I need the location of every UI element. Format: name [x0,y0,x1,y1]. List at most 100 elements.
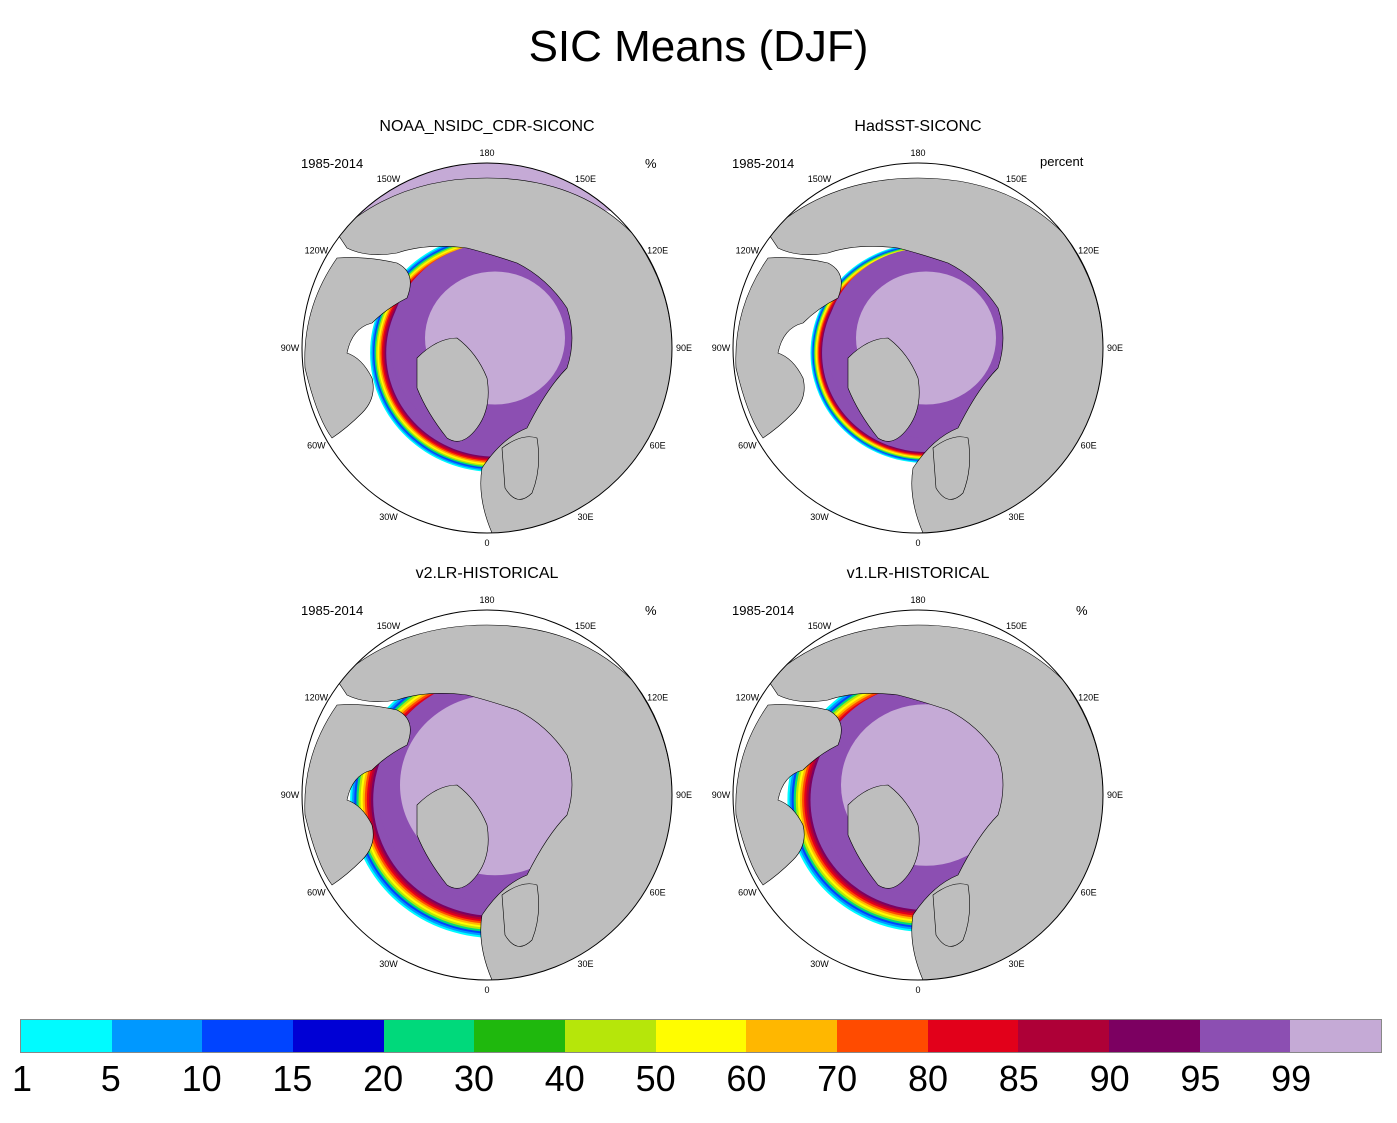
colorbar-swatch [383,1020,475,1052]
land-mass [767,624,1103,980]
land-mass [501,436,539,500]
longitude-label: 150W [377,174,401,184]
land-mass [847,784,920,889]
colorbar-swatch [1109,1020,1200,1052]
units-label: % [645,156,657,171]
longitude-label: 60W [307,441,326,451]
panel-title: HadSST-SICONC [854,118,982,135]
colorbar-tick-label: 1 [11,1058,33,1099]
main-title: SIC Means (DJF) [528,22,869,71]
panel-title: v1.LR-HISTORICAL [846,565,990,582]
colorbar-swatch [474,1020,566,1052]
units-label: % [1076,603,1088,618]
longitude-label: 120W [305,693,329,703]
longitude-label: 90W [281,343,300,353]
colorbar-tick-label: 5 [100,1058,121,1099]
land-mass [735,257,842,439]
longitude-label: 90W [281,790,300,800]
land-mass [416,337,489,442]
longitude-label: 180 [479,148,494,158]
colorbar-swatch [1199,1020,1291,1052]
land-mass [304,257,411,439]
longitude-label: 60E [1081,441,1097,451]
colorbar-swatch [927,1020,1019,1052]
land-mass [336,624,672,980]
colorbar-swatch [21,1020,112,1052]
longitude-label: 0 [484,985,489,995]
longitude-label: 150E [1006,174,1027,184]
longitude-label: 60E [1081,888,1097,898]
colorbar-tick-label: 50 [635,1058,676,1099]
longitude-label: 90E [676,343,692,353]
longitude-label: 60W [307,888,326,898]
land-mass [735,704,842,886]
panel-title: NOAA_NSIDC_CDR-SICONC [379,118,595,135]
longitude-label: 120W [305,246,329,256]
units-label: percent [1040,154,1084,169]
longitude-label: 120E [647,693,668,703]
longitude-label: 60W [738,888,757,898]
colorbar-tick-label: 80 [907,1058,949,1099]
colorbar-tick-label: 30 [453,1058,495,1099]
colorbar-tick-label: 85 [998,1058,1039,1099]
period-label: 1985-2014 [732,156,795,171]
map-boundary [732,609,1104,981]
colorbar-swatch [202,1020,294,1052]
polar-map: 180 150E 120E 90E 60E 30E 0 30W 60W 90W 120W 150W [281,148,692,548]
panel-title: v2.LR-HISTORICAL [415,565,559,582]
longitude-label: 90W [712,790,731,800]
longitude-label: 180 [479,595,494,605]
longitude-label: 60E [650,888,666,898]
colorbar-swatch [565,1020,656,1052]
longitude-label: 30E [577,959,593,969]
longitude-label: 120E [647,246,668,256]
colorbar-swatch [111,1020,203,1052]
longitude-label: 150E [575,174,596,184]
colorbar-tick-label: 10 [181,1058,222,1099]
map-boundary [732,162,1104,534]
colorbar-swatch [1018,1020,1110,1052]
colorbar-swatch [655,1020,747,1052]
colorbar-swatch [746,1020,838,1052]
colorbar-tick-label: 40 [544,1058,585,1099]
colorbar-swatch [293,1020,384,1052]
longitude-label: 30E [1008,959,1024,969]
colorbar-tick-label: 70 [817,1058,858,1099]
colorbar [20,1019,1382,1053]
longitude-label: 0 [915,538,920,548]
longitude-label: 150W [808,174,832,184]
land-mass [767,177,1103,533]
colorbar-swatch [837,1020,928,1052]
polar-map: 180 150E 120E 90E 60E 30E 0 30W 60W 90W 120W 150W [712,595,1123,995]
map-panel-noaa: NOAA_NSIDC_CDR-SICONC 1985-2014 % 180 150… [277,118,697,558]
longitude-label: 90W [712,343,731,353]
colorbar-swatch [1290,1020,1382,1052]
longitude-label: 30W [810,512,829,522]
longitude-label: 90E [1107,343,1123,353]
units-label: % [645,603,657,618]
map-panel-v1: v1.LR-HISTORICAL 1985-2014 % 180 150E 120E… [708,565,1128,1005]
longitude-label: 120E [1078,246,1099,256]
longitude-label: 0 [915,985,920,995]
longitude-label: 120W [736,693,760,703]
longitude-label: 90E [1107,790,1123,800]
longitude-label: 120W [736,246,760,256]
colorbar-tick-label: 95 [1180,1058,1221,1099]
longitude-label: 30E [1008,512,1024,522]
longitude-label: 180 [910,595,925,605]
land-mass [416,784,489,889]
longitude-label: 30E [577,512,593,522]
longitude-label: 180 [910,148,925,158]
longitude-label: 30W [379,512,398,522]
longitude-label: 120E [1078,693,1099,703]
map-boundary [301,609,673,981]
map-boundary [301,162,673,534]
land-mass [336,177,672,533]
colorbar-tick-label: 20 [363,1058,404,1099]
colorbar-tick-label: 60 [726,1058,767,1099]
colorbar-labels: 1 5 10 15 20 30 40 50 60 70 80 85 90 95 99 [0,1058,1397,1108]
polar-map: 180 150E 120E 90E 60E 30E 0 30W 60W 90W 120W 150W [281,595,692,995]
longitude-label: 60E [650,441,666,451]
longitude-label: 90E [676,790,692,800]
longitude-label: 150W [808,621,832,631]
